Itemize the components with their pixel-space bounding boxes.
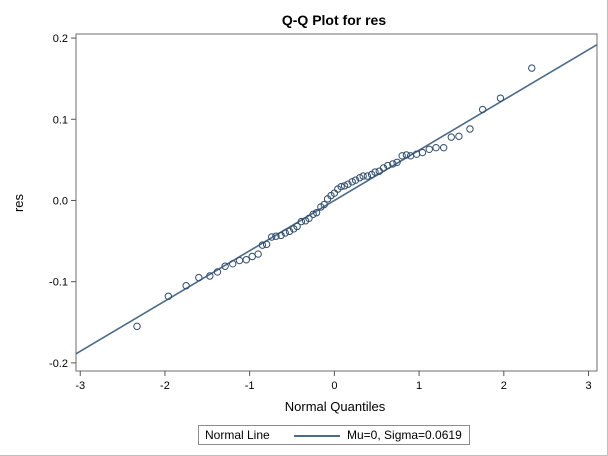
data-point bbox=[348, 178, 356, 186]
data-point bbox=[447, 133, 455, 141]
data-point bbox=[242, 256, 250, 264]
data-point bbox=[496, 94, 505, 102]
data-point bbox=[305, 214, 313, 223]
y-tick-label: -0.1 bbox=[49, 277, 68, 289]
x-tick-label: 2 bbox=[501, 380, 507, 392]
x-tick-label: 1 bbox=[416, 380, 422, 392]
data-point bbox=[398, 152, 406, 160]
data-point bbox=[297, 217, 306, 226]
data-point bbox=[272, 232, 280, 240]
data-point bbox=[418, 148, 427, 157]
data-point bbox=[363, 172, 372, 180]
y-axis-label: res bbox=[11, 193, 26, 212]
data-point bbox=[195, 273, 203, 282]
data-point bbox=[254, 250, 262, 258]
data-point bbox=[455, 132, 463, 141]
x-tick-label: -1 bbox=[245, 380, 255, 392]
data-point bbox=[281, 229, 289, 237]
data-point bbox=[285, 227, 294, 236]
data-point bbox=[344, 180, 352, 188]
data-point bbox=[182, 282, 190, 290]
data-point bbox=[389, 160, 397, 168]
x-tick-label: -2 bbox=[160, 380, 170, 392]
data-point bbox=[293, 222, 301, 231]
data-point bbox=[229, 260, 237, 268]
data-point bbox=[528, 64, 536, 72]
y-tick-label: -0.2 bbox=[49, 358, 68, 370]
normal-reference-line bbox=[75, 43, 598, 355]
x-axis-label: Normal Quantiles bbox=[285, 399, 386, 414]
y-tick-label: 0.1 bbox=[53, 114, 68, 126]
plot-area bbox=[75, 33, 598, 372]
data-point bbox=[213, 268, 222, 276]
data-point bbox=[478, 105, 487, 114]
data-point bbox=[439, 143, 448, 152]
x-axis-ticks: -3 -2 -1 0 1 2 3 bbox=[75, 371, 592, 392]
data-point bbox=[320, 200, 328, 209]
data-point bbox=[359, 172, 367, 180]
data-point bbox=[356, 174, 364, 182]
data-point bbox=[432, 143, 440, 152]
data-point bbox=[402, 151, 411, 159]
data-point bbox=[351, 176, 360, 184]
data-point bbox=[340, 182, 349, 190]
data-point bbox=[258, 241, 267, 249]
y-tick-label: 0.0 bbox=[53, 195, 68, 207]
chart-title: Q-Q Plot for res bbox=[282, 12, 386, 28]
data-point bbox=[379, 164, 388, 172]
legend-entry-label: Mu=0, Sigma=0.0619 bbox=[347, 428, 462, 442]
data-point bbox=[312, 208, 321, 217]
data-point bbox=[277, 231, 285, 240]
data-point bbox=[466, 125, 474, 133]
data-point bbox=[384, 161, 392, 170]
legend: Normal Line Mu=0, Sigma=0.0619 bbox=[198, 425, 470, 445]
x-tick-label: 0 bbox=[331, 380, 337, 392]
y-tick-label: 0.2 bbox=[53, 33, 68, 45]
legend-line-swatch bbox=[294, 435, 340, 437]
y-axis-ticks: -0.2 -0.1 0.0 0.1 0.2 bbox=[49, 33, 76, 370]
data-point bbox=[309, 210, 317, 218]
x-tick-label: 3 bbox=[585, 380, 591, 392]
data-point bbox=[267, 233, 276, 241]
x-tick-label: -3 bbox=[75, 380, 85, 392]
data-point bbox=[133, 322, 141, 331]
data-point bbox=[371, 168, 379, 176]
data-point bbox=[206, 272, 214, 280]
data-points bbox=[133, 64, 536, 331]
data-point bbox=[393, 158, 401, 167]
data-point bbox=[425, 145, 433, 154]
data-point bbox=[337, 182, 345, 191]
legend-title: Normal Line bbox=[205, 428, 270, 442]
data-point bbox=[164, 292, 173, 300]
data-point bbox=[221, 262, 229, 270]
data-point bbox=[262, 240, 271, 249]
